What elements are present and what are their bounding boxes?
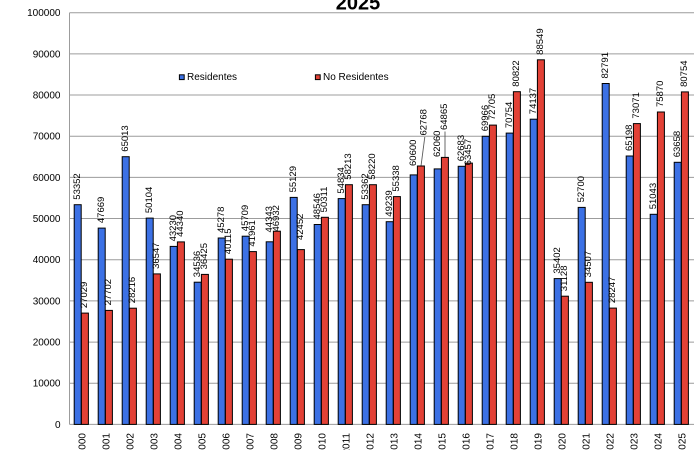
svg-text:2025: 2025 <box>336 0 381 15</box>
svg-text:36547: 36547 <box>151 242 162 268</box>
svg-text:2000: 2000 <box>78 433 89 450</box>
svg-text:100000: 100000 <box>27 8 61 19</box>
svg-text:70000: 70000 <box>33 132 61 143</box>
svg-text:2017: 2017 <box>486 433 497 450</box>
svg-text:51043: 51043 <box>648 183 659 209</box>
svg-text:34536: 34536 <box>192 251 203 277</box>
svg-text:62683: 62683 <box>456 135 467 161</box>
svg-text:2014: 2014 <box>414 433 425 450</box>
svg-text:62060: 62060 <box>432 131 443 157</box>
svg-text:88549: 88549 <box>535 28 546 54</box>
svg-text:30000: 30000 <box>33 296 61 307</box>
svg-text:36425: 36425 <box>199 243 210 269</box>
svg-text:2012: 2012 <box>366 433 377 450</box>
svg-text:41961: 41961 <box>247 220 258 246</box>
svg-text:2002: 2002 <box>126 433 137 450</box>
svg-text:65013: 65013 <box>120 125 131 151</box>
svg-text:44343: 44343 <box>264 206 275 232</box>
svg-text:2005: 2005 <box>198 433 209 450</box>
svg-text:2011: 2011 <box>342 433 353 450</box>
svg-text:2009: 2009 <box>294 433 305 450</box>
svg-text:40000: 40000 <box>33 255 61 266</box>
svg-text:49239: 49239 <box>384 190 395 216</box>
svg-text:52700: 52700 <box>576 176 587 202</box>
svg-text:2015: 2015 <box>438 433 449 450</box>
svg-text:82791: 82791 <box>600 52 611 78</box>
svg-text:2003: 2003 <box>150 433 161 450</box>
svg-text:2019: 2019 <box>534 433 545 450</box>
svg-text:46932: 46932 <box>271 205 282 231</box>
svg-text:70754: 70754 <box>504 102 515 128</box>
svg-text:50104: 50104 <box>144 187 155 213</box>
svg-text:60000: 60000 <box>33 173 61 184</box>
svg-text:80822: 80822 <box>511 60 522 86</box>
svg-text:42452: 42452 <box>295 214 306 240</box>
svg-text:44340: 44340 <box>175 210 186 236</box>
svg-text:65198: 65198 <box>624 125 635 151</box>
svg-text:64865: 64865 <box>439 104 450 130</box>
svg-text:2021: 2021 <box>582 433 593 450</box>
svg-text:55129: 55129 <box>288 166 299 192</box>
svg-text:73071: 73071 <box>631 92 642 118</box>
svg-text:2006: 2006 <box>222 433 233 450</box>
svg-text:Residentes: Residentes <box>187 72 237 83</box>
svg-text:28247: 28247 <box>607 277 618 303</box>
svg-text:27702: 27702 <box>103 279 114 305</box>
svg-text:50000: 50000 <box>33 214 61 225</box>
svg-text:2020: 2020 <box>558 433 569 450</box>
svg-text:2018: 2018 <box>510 433 521 450</box>
svg-text:2023: 2023 <box>630 433 641 450</box>
svg-text:35402: 35402 <box>552 247 563 273</box>
svg-text:53352: 53352 <box>72 173 83 199</box>
svg-text:2024: 2024 <box>654 433 665 450</box>
svg-text:50311: 50311 <box>319 187 330 213</box>
svg-text:20000: 20000 <box>33 338 61 349</box>
svg-text:80000: 80000 <box>33 91 61 102</box>
svg-text:58213: 58213 <box>343 153 354 179</box>
svg-text:2013: 2013 <box>390 433 401 450</box>
svg-text:45709: 45709 <box>240 205 251 231</box>
svg-text:63457: 63457 <box>463 139 474 165</box>
svg-text:48546: 48546 <box>312 193 323 219</box>
svg-text:43230: 43230 <box>168 215 179 241</box>
svg-text:90000: 90000 <box>33 49 61 60</box>
svg-text:75870: 75870 <box>655 81 666 107</box>
svg-text:63658: 63658 <box>672 131 683 157</box>
svg-text:27029: 27029 <box>79 282 90 308</box>
svg-text:2010: 2010 <box>318 433 329 450</box>
svg-text:2008: 2008 <box>270 433 281 450</box>
svg-text:2016: 2016 <box>462 433 473 450</box>
svg-text:2022: 2022 <box>606 433 617 450</box>
svg-text:2007: 2007 <box>246 433 257 450</box>
svg-text:72705: 72705 <box>487 94 498 120</box>
svg-text:55338: 55338 <box>391 165 402 191</box>
svg-text:62768: 62768 <box>418 109 429 135</box>
svg-text:58220: 58220 <box>367 153 378 179</box>
svg-text:60600: 60600 <box>408 140 419 166</box>
svg-text:34507: 34507 <box>583 251 594 277</box>
svg-text:40115: 40115 <box>223 228 234 254</box>
svg-text:69966: 69966 <box>480 105 491 131</box>
svg-text:80754: 80754 <box>679 60 690 86</box>
svg-text:45278: 45278 <box>216 207 227 233</box>
svg-text:2025: 2025 <box>678 433 689 450</box>
svg-text:2001: 2001 <box>102 433 113 450</box>
svg-text:74137: 74137 <box>528 88 539 114</box>
svg-text:28216: 28216 <box>127 277 138 303</box>
svg-text:No Residentes: No Residentes <box>323 72 389 83</box>
svg-text:47669: 47669 <box>96 197 107 223</box>
svg-text:31128: 31128 <box>559 265 570 291</box>
svg-text:10000: 10000 <box>33 379 61 390</box>
svg-text:2004: 2004 <box>174 433 185 450</box>
svg-text:0: 0 <box>55 420 61 431</box>
svg-text:53362: 53362 <box>360 173 371 199</box>
svg-text:54834: 54834 <box>336 167 347 193</box>
